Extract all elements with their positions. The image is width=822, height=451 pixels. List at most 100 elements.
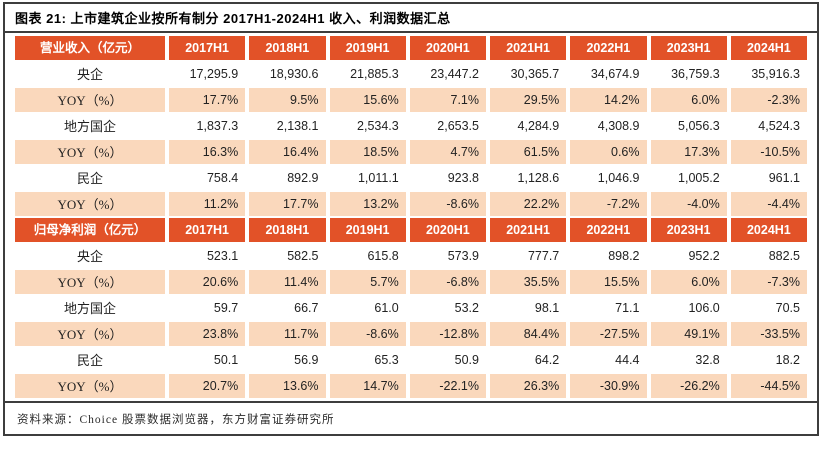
data-cell: -44.5% [730, 374, 807, 398]
table-row: 央企 523.1 582.5 615.8 573.9 777.7 898.2 952.2 882… [15, 244, 807, 268]
data-cell: 573.9 [409, 244, 486, 268]
data-cell: 44.4 [570, 348, 647, 372]
data-cell: -2.3% [730, 88, 807, 112]
table-row: YOY（%） 17.7% 9.5% 15.6% 7.1% 29.5% 14.2% 6.0% -2… [15, 88, 807, 112]
data-cell: 4,284.9 [490, 114, 567, 138]
data-cell: 1,128.6 [490, 166, 567, 190]
data-cell: 98.1 [490, 296, 567, 320]
data-cell: 4,524.3 [730, 114, 807, 138]
data-cell: 5,056.3 [650, 114, 727, 138]
row-label-cell: YOY（%） [15, 192, 165, 216]
data-cell: 523.1 [169, 244, 246, 268]
data-cell: 14.7% [329, 374, 406, 398]
year-header-cell: 2020H1 [409, 218, 486, 242]
year-header-cell: 2019H1 [329, 36, 406, 60]
table-row: 地方国企 1,837.3 2,138.1 2,534.3 2,653.5 4,284.9 4… [15, 114, 807, 138]
data-cell: 17.3% [650, 140, 727, 164]
year-header-cell: 2023H1 [650, 36, 727, 60]
data-cell: 0.6% [570, 140, 647, 164]
table-row: YOY（%） 11.2% 17.7% 13.2% -8.6% 22.2% -7.2% -4.0… [15, 192, 807, 216]
data-cell: 65.3 [329, 348, 406, 372]
data-cell: -12.8% [409, 322, 486, 346]
data-cell: -33.5% [730, 322, 807, 346]
data-cell: 61.0 [329, 296, 406, 320]
data-cell: 952.2 [650, 244, 727, 268]
data-cell: 1,837.3 [169, 114, 246, 138]
row-label-cell: YOY（%） [15, 322, 165, 346]
data-cell: -30.9% [570, 374, 647, 398]
data-cell: -6.8% [409, 270, 486, 294]
data-cell: 50.9 [409, 348, 486, 372]
data-cell: -8.6% [409, 192, 486, 216]
table-row: 民企 758.4 892.9 1,011.1 923.8 1,128.6 1,046.9 1,… [15, 166, 807, 190]
data-cell: -10.5% [730, 140, 807, 164]
data-cell: 53.2 [409, 296, 486, 320]
figure-title: 图表 21: 上市建筑企业按所有制分 2017H1-2024H1 收入、利润数据… [5, 4, 817, 33]
data-cell: -26.2% [650, 374, 727, 398]
data-cell: 7.1% [409, 88, 486, 112]
section-header-cell: 归母净利润（亿元） [15, 218, 165, 242]
figure-container: 图表 21: 上市建筑企业按所有制分 2017H1-2024H1 收入、利润数据… [3, 2, 819, 436]
data-cell: 70.5 [730, 296, 807, 320]
table-row: 民企 50.1 56.9 65.3 50.9 64.2 44.4 32.8 18.2 [15, 348, 807, 372]
year-header-cell: 2021H1 [490, 218, 567, 242]
table-wrap: 营业收入（亿元） 2017H1 2018H1 2019H1 2020H1 2021H1 20… [5, 33, 817, 401]
data-cell: 64.2 [490, 348, 567, 372]
data-cell: 1,046.9 [570, 166, 647, 190]
row-label-cell: 央企 [15, 244, 165, 268]
data-cell: 6.0% [650, 88, 727, 112]
data-cell: 20.6% [169, 270, 246, 294]
data-cell: 5.7% [329, 270, 406, 294]
year-header-cell: 2021H1 [490, 36, 567, 60]
data-cell: 21,885.3 [329, 62, 406, 86]
year-header-cell: 2018H1 [249, 36, 326, 60]
year-header-cell: 2018H1 [249, 218, 326, 242]
data-cell: 961.1 [730, 166, 807, 190]
data-cell: 35.5% [490, 270, 567, 294]
year-header-cell: 2024H1 [730, 218, 807, 242]
data-cell: 49.1% [650, 322, 727, 346]
data-cell: 23.8% [169, 322, 246, 346]
data-cell: 582.5 [249, 244, 326, 268]
data-cell: 2,653.5 [409, 114, 486, 138]
data-cell: 66.7 [249, 296, 326, 320]
year-header-cell: 2024H1 [730, 36, 807, 60]
data-cell: 892.9 [249, 166, 326, 190]
data-cell: 1,005.2 [650, 166, 727, 190]
data-cell: 71.1 [570, 296, 647, 320]
row-label-cell: YOY（%） [15, 88, 165, 112]
data-cell: 17,295.9 [169, 62, 246, 86]
data-cell: 50.1 [169, 348, 246, 372]
data-cell: -4.4% [730, 192, 807, 216]
data-cell: -27.5% [570, 322, 647, 346]
data-cell: 777.7 [490, 244, 567, 268]
data-cell: -22.1% [409, 374, 486, 398]
data-cell: 2,534.3 [329, 114, 406, 138]
row-label-cell: 民企 [15, 166, 165, 190]
data-cell: 26.3% [490, 374, 567, 398]
year-header-cell: 2020H1 [409, 36, 486, 60]
year-header-cell: 2023H1 [650, 218, 727, 242]
data-cell: -7.3% [730, 270, 807, 294]
data-cell: 15.5% [570, 270, 647, 294]
data-cell: 882.5 [730, 244, 807, 268]
data-cell: 30,365.7 [490, 62, 567, 86]
data-cell: 84.4% [490, 322, 567, 346]
data-cell: 18.5% [329, 140, 406, 164]
section-header-row-0: 营业收入（亿元） 2017H1 2018H1 2019H1 2020H1 2021H1 20… [15, 36, 807, 60]
data-cell: 59.7 [169, 296, 246, 320]
year-header-cell: 2019H1 [329, 218, 406, 242]
table-row: 地方国企 59.7 66.7 61.0 53.2 98.1 71.1 106.0 70.5 [15, 296, 807, 320]
data-cell: 36,759.3 [650, 62, 727, 86]
data-cell: 9.5% [249, 88, 326, 112]
data-cell: 106.0 [650, 296, 727, 320]
data-cell: 923.8 [409, 166, 486, 190]
data-cell: 16.4% [249, 140, 326, 164]
table-row: YOY（%） 20.6% 11.4% 5.7% -6.8% 35.5% 15.5% 6.0% -… [15, 270, 807, 294]
data-cell: 11.2% [169, 192, 246, 216]
data-cell: 898.2 [570, 244, 647, 268]
data-cell: 615.8 [329, 244, 406, 268]
year-header-cell: 2017H1 [169, 36, 246, 60]
data-cell: 18.2 [730, 348, 807, 372]
row-label-cell: YOY（%） [15, 374, 165, 398]
